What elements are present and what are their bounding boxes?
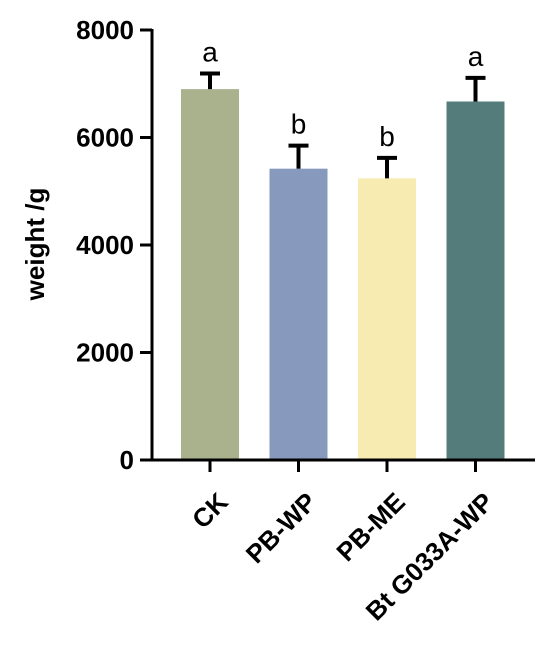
error-bar [288,143,309,169]
bar-pb-me [358,178,416,460]
bar-pb-wp [269,168,328,461]
significance-letter: a [202,37,218,68]
y-tick-label: 0 [120,445,134,475]
error-bars-layer [200,71,486,179]
x-tick-label: PB-ME [330,487,410,567]
y-tick-label: 2000 [76,338,134,368]
error-bar [200,71,220,90]
significance-letter: b [291,109,307,140]
significance-letter: a [468,41,484,72]
significance-letters-layer: a b b a [202,37,484,152]
error-bar [377,155,397,179]
y-tick-label: 6000 [76,123,134,153]
x-tick-label: CK [186,486,234,534]
x-tick-label: PB-WP [240,487,322,569]
bar-bt-g033a-wp [446,101,505,461]
y-tick-label: 8000 [76,15,134,45]
y-tick-label: 4000 [76,230,134,260]
bars-layer [181,89,505,461]
significance-letter: b [379,121,395,152]
bar-ck [181,89,239,460]
y-axis-title: weight /g [20,188,50,302]
error-bar [465,75,486,102]
